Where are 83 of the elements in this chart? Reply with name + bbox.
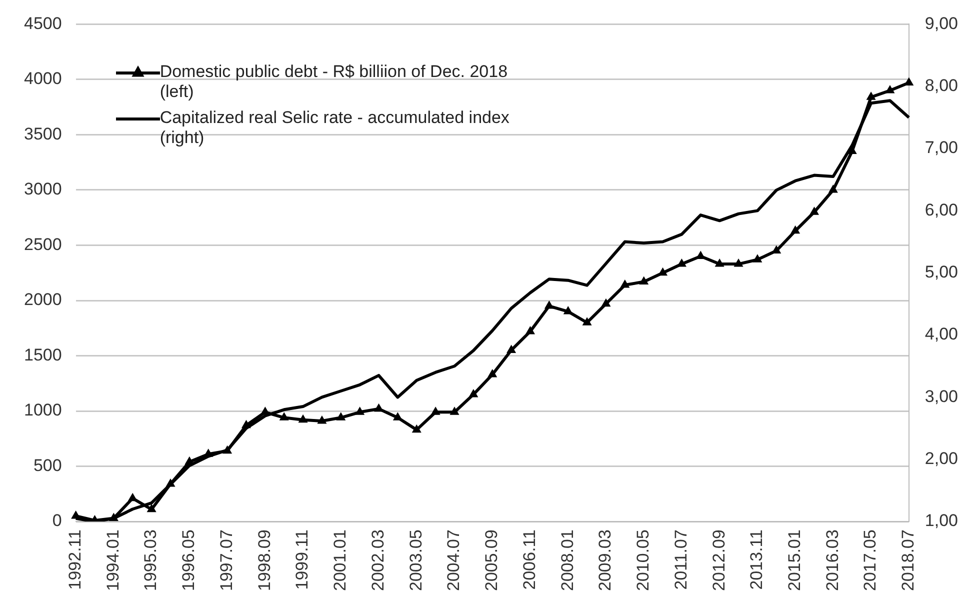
legend-label: Domestic public debt - R$ billiion of Dec. 2018 (left)	[160, 62, 509, 102]
y-tick-label: 2000	[24, 290, 62, 310]
x-tick-label: 2012.09	[709, 530, 728, 591]
point	[374, 404, 383, 412]
x-tick-label: 2015.01	[784, 530, 804, 591]
point	[753, 254, 762, 262]
point	[640, 276, 648, 284]
point	[147, 504, 156, 512]
x-tick-label: 2001.01	[330, 530, 350, 591]
point	[866, 92, 876, 100]
point	[223, 446, 232, 454]
y-tick-label: 3000	[24, 180, 62, 199]
point	[904, 78, 914, 86]
y-tick-label: 3500	[24, 124, 62, 144]
point	[828, 185, 838, 193]
point	[734, 259, 743, 267]
x-tick-label: 2002.03	[368, 530, 388, 591]
point	[564, 306, 572, 314]
point	[582, 318, 592, 326]
x-tick-label: 1994.01	[103, 530, 122, 591]
point	[658, 268, 667, 276]
y2-tick-label: 8,00	[924, 76, 958, 96]
y-tick-label: 500	[33, 456, 62, 475]
y2-tick-label: 9,00	[924, 14, 958, 33]
y2-tick-label: 3,00	[924, 386, 958, 406]
y2-tick-label: 1,00	[924, 511, 958, 530]
point	[318, 416, 326, 424]
point	[620, 280, 630, 288]
point	[431, 407, 440, 415]
point	[185, 457, 194, 465]
y2-tick-label: 4,00	[924, 324, 958, 344]
point	[393, 412, 402, 420]
x-tick-label: 1999.11	[292, 530, 312, 590]
point	[526, 326, 534, 334]
y-tick-label: 2500	[24, 234, 62, 254]
x-tick-label: 2008.01	[558, 530, 577, 591]
point	[450, 407, 459, 415]
x-tick-label: 1997.07	[216, 530, 236, 591]
point	[204, 449, 213, 457]
x-tick-label: 2013.11	[747, 530, 766, 590]
y2-tick-label: 2,00	[924, 449, 958, 468]
point	[166, 479, 175, 487]
point	[886, 86, 894, 94]
x-tick-label: 1996.05	[179, 530, 198, 591]
y2-tick-label: 5,00	[924, 262, 958, 282]
x-tick-label: 2003.05	[406, 530, 426, 591]
point	[469, 390, 478, 398]
point	[242, 420, 250, 428]
x-tick-label: 2018.07	[898, 530, 918, 591]
point	[507, 345, 516, 353]
x-tick-label: 1992.11	[66, 530, 85, 590]
y-tick-label: 1000	[24, 400, 62, 420]
point	[128, 494, 137, 502]
point	[298, 415, 308, 423]
point	[810, 207, 818, 215]
point	[412, 425, 421, 433]
x-tick-label: 2010.05	[634, 530, 653, 591]
point	[772, 246, 781, 254]
x-tick-label: 2009.03	[596, 530, 615, 591]
x-tick-label: 2005.09	[482, 530, 502, 591]
point	[488, 370, 497, 378]
point	[356, 407, 364, 415]
y-tick-label: 4500	[24, 14, 62, 33]
y-tick-label: 4000	[24, 69, 62, 88]
x-tick-label: 2006.11	[520, 530, 539, 590]
x-tick-label: 2004.07	[444, 530, 464, 591]
y2-tick-label: 7,00	[924, 138, 958, 158]
x-tick-label: 2011.07	[671, 530, 690, 590]
point	[715, 259, 724, 267]
y2-tick-label: 6,00	[924, 200, 958, 220]
y-tick-label: 0	[52, 511, 62, 530]
x-tick-label: 2016.03	[822, 530, 842, 591]
point	[602, 299, 610, 307]
x-tick-label: 1995.03	[141, 530, 160, 591]
x-tick-label: 2017.05	[860, 530, 880, 591]
point	[791, 226, 800, 234]
point	[336, 412, 346, 420]
legend-label: Capitalized real Selic rate - accumulated index (right)	[160, 108, 510, 148]
point	[109, 513, 118, 521]
y-tick-label: 1500	[24, 345, 62, 364]
point	[280, 412, 288, 420]
x-tick-label: 1998.09	[254, 530, 274, 591]
point	[544, 301, 554, 309]
